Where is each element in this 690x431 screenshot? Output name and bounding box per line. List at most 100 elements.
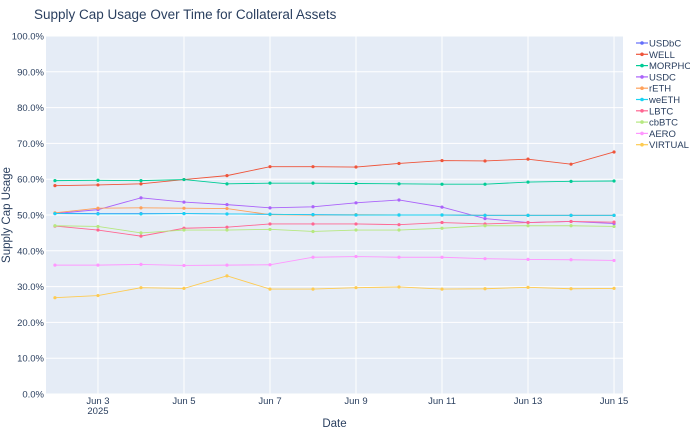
legend-item-aero[interactable]: AERO bbox=[636, 129, 676, 140]
data-point[interactable] bbox=[53, 263, 57, 267]
data-point[interactable] bbox=[96, 183, 100, 187]
legend-item-usdbc[interactable]: USDbC bbox=[636, 39, 681, 50]
data-point[interactable] bbox=[182, 286, 186, 290]
legend-item-usdc[interactable]: USDC bbox=[636, 72, 676, 83]
data-point[interactable] bbox=[139, 206, 143, 210]
legend-item-lbtc[interactable]: LBTC bbox=[636, 106, 673, 117]
data-point[interactable] bbox=[483, 257, 487, 261]
data-point[interactable] bbox=[569, 219, 573, 224]
series-usdc[interactable] bbox=[53, 196, 616, 226]
data-point[interactable] bbox=[440, 226, 444, 230]
data-point[interactable] bbox=[182, 206, 186, 210]
data-point[interactable] bbox=[612, 179, 616, 183]
legend-item-weeth[interactable]: weETH bbox=[636, 95, 680, 106]
data-point[interactable] bbox=[483, 159, 487, 163]
data-point[interactable] bbox=[311, 229, 315, 234]
data-point[interactable] bbox=[397, 161, 401, 166]
legend-item-virtual[interactable]: VIRTUAL bbox=[636, 140, 689, 151]
data-point[interactable] bbox=[397, 213, 401, 217]
data-point[interactable] bbox=[139, 262, 143, 267]
data-point[interactable] bbox=[139, 179, 143, 183]
data-point[interactable] bbox=[96, 224, 100, 229]
legend-item-well[interactable]: WELL bbox=[636, 50, 675, 61]
data-point[interactable] bbox=[526, 257, 530, 261]
data-point[interactable] bbox=[526, 285, 530, 289]
data-point[interactable] bbox=[182, 200, 186, 204]
data-point[interactable] bbox=[569, 179, 573, 183]
data-point[interactable] bbox=[139, 286, 143, 290]
series-aero[interactable] bbox=[53, 254, 616, 268]
data-point[interactable] bbox=[96, 263, 100, 267]
data-point[interactable] bbox=[311, 205, 315, 209]
data-point[interactable] bbox=[268, 206, 272, 210]
data-point[interactable] bbox=[397, 182, 401, 186]
data-point[interactable] bbox=[225, 182, 229, 186]
data-point[interactable] bbox=[354, 286, 358, 290]
data-point[interactable] bbox=[526, 213, 530, 217]
data-point[interactable] bbox=[96, 178, 100, 182]
data-point[interactable] bbox=[440, 287, 444, 291]
data-point[interactable] bbox=[483, 224, 487, 228]
data-point[interactable] bbox=[225, 203, 229, 207]
data-point[interactable] bbox=[612, 220, 616, 224]
legend-item-reth[interactable]: rETH bbox=[636, 84, 671, 95]
legend-item-morpho[interactable]: MORPHO bbox=[636, 61, 690, 72]
data-point[interactable] bbox=[612, 150, 616, 154]
data-point[interactable] bbox=[526, 220, 530, 225]
data-point[interactable] bbox=[268, 263, 272, 267]
data-point[interactable] bbox=[612, 224, 616, 229]
data-point[interactable] bbox=[440, 213, 444, 217]
data-point[interactable] bbox=[569, 258, 573, 262]
data-point[interactable] bbox=[569, 287, 573, 291]
data-point[interactable] bbox=[354, 165, 358, 169]
data-point[interactable] bbox=[225, 263, 229, 267]
data-point[interactable] bbox=[311, 181, 315, 185]
data-point[interactable] bbox=[569, 162, 573, 166]
data-point[interactable] bbox=[53, 211, 57, 216]
data-point[interactable] bbox=[225, 174, 229, 178]
data-point[interactable] bbox=[311, 255, 315, 259]
data-point[interactable] bbox=[526, 180, 530, 184]
series-weeth[interactable] bbox=[53, 211, 616, 217]
data-point[interactable] bbox=[225, 206, 229, 211]
data-point[interactable] bbox=[311, 213, 315, 217]
data-point[interactable] bbox=[397, 198, 401, 202]
data-point[interactable] bbox=[440, 182, 444, 186]
data-point[interactable] bbox=[311, 287, 315, 291]
legend[interactable]: USDbCWELLMORPHOUSDCrETHweETHLBTCcbBTCAER… bbox=[636, 39, 690, 152]
data-point[interactable] bbox=[354, 254, 358, 259]
data-point[interactable] bbox=[569, 213, 573, 217]
data-point[interactable] bbox=[397, 285, 401, 289]
data-point[interactable] bbox=[268, 212, 272, 216]
series-well[interactable] bbox=[53, 150, 616, 188]
data-point[interactable] bbox=[225, 225, 229, 229]
data-point[interactable] bbox=[483, 287, 487, 291]
data-point[interactable] bbox=[397, 255, 401, 259]
data-point[interactable] bbox=[311, 222, 315, 226]
data-point[interactable] bbox=[182, 177, 186, 182]
data-point[interactable] bbox=[612, 258, 616, 263]
series-morpho[interactable] bbox=[53, 177, 616, 186]
data-point[interactable] bbox=[225, 274, 229, 278]
data-point[interactable] bbox=[311, 165, 315, 169]
data-point[interactable] bbox=[268, 227, 272, 231]
data-point[interactable] bbox=[268, 287, 272, 291]
data-point[interactable] bbox=[440, 255, 444, 259]
data-point[interactable] bbox=[397, 223, 401, 227]
data-point[interactable] bbox=[526, 224, 530, 228]
data-point[interactable] bbox=[53, 296, 57, 300]
data-point[interactable] bbox=[139, 182, 143, 186]
data-point[interactable] bbox=[440, 158, 444, 163]
data-point[interactable] bbox=[96, 206, 100, 210]
data-point[interactable] bbox=[53, 184, 57, 188]
data-point[interactable] bbox=[182, 263, 186, 268]
data-point[interactable] bbox=[354, 181, 358, 186]
data-point[interactable] bbox=[96, 228, 100, 232]
data-point[interactable] bbox=[139, 212, 143, 216]
data-point[interactable] bbox=[440, 220, 444, 225]
data-point[interactable] bbox=[440, 205, 444, 209]
data-point[interactable] bbox=[182, 228, 186, 232]
data-point[interactable] bbox=[612, 286, 616, 290]
data-point[interactable] bbox=[225, 212, 229, 216]
series-cbbtc[interactable] bbox=[53, 224, 616, 235]
